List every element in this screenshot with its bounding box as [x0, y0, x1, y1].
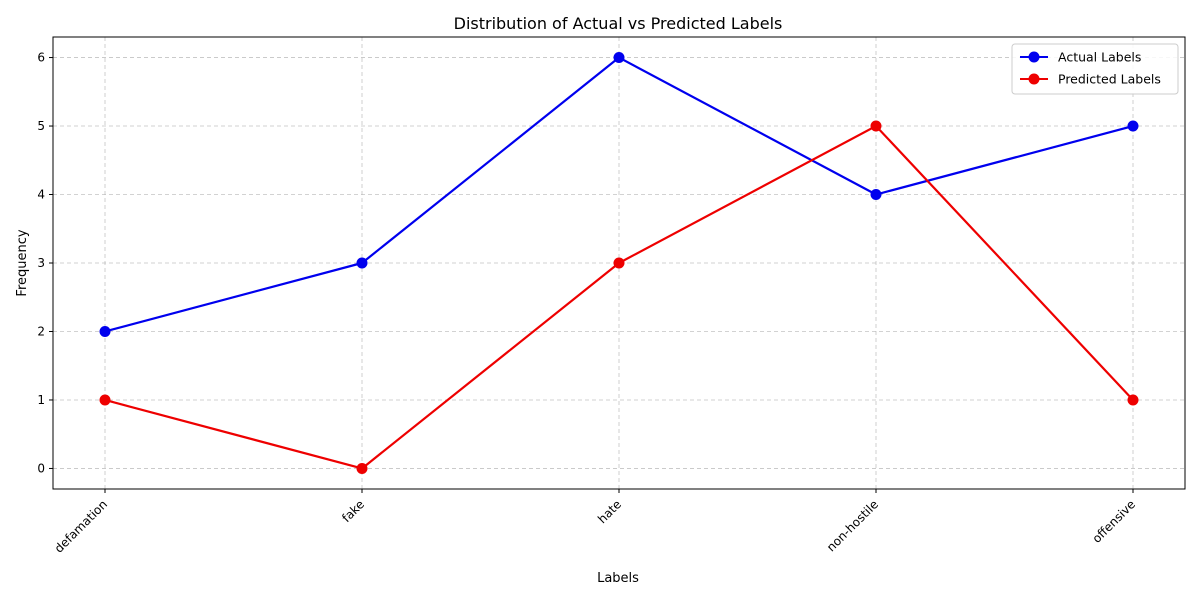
data-point-actual: [356, 257, 368, 269]
data-point-actual: [613, 52, 625, 64]
legend-box: [1011, 43, 1179, 95]
data-point-actual: [99, 325, 111, 337]
y-tick-label: 3: [37, 256, 45, 270]
data-point-predicted: [99, 394, 111, 406]
x-axis-label: Labels: [597, 571, 639, 586]
legend-entry-predicted: Predicted Labels: [1020, 72, 1161, 87]
legend: Actual Labels Predicted Labels: [1011, 43, 1179, 95]
y-tick-label: 1: [37, 393, 45, 407]
data-point-predicted: [870, 120, 882, 132]
chart-title: Distribution of Actual vs Predicted Labe…: [454, 14, 783, 33]
legend-entry-actual: Actual Labels: [1020, 50, 1141, 65]
legend-label-actual: Actual Labels: [1058, 50, 1141, 65]
y-tick-label: 6: [37, 51, 45, 65]
data-point-actual: [870, 189, 882, 201]
legend-label-predicted: Predicted Labels: [1058, 72, 1161, 87]
y-tick-label: 0: [37, 461, 45, 475]
series-layer: [99, 52, 1139, 474]
data-point-predicted: [613, 257, 625, 269]
y-tick-label: 5: [37, 119, 45, 133]
data-point-actual: [1127, 120, 1139, 132]
y-tick-label: 4: [37, 188, 45, 202]
data-point-predicted: [356, 462, 368, 474]
legend-marker-actual: [1028, 51, 1040, 63]
legend-marker-predicted: [1028, 73, 1040, 85]
y-axis-ticks: 0 1 2 3 4 5 6: [37, 51, 53, 475]
data-point-predicted: [1127, 394, 1139, 406]
y-axis-label: Frequency: [15, 229, 30, 296]
y-tick-label: 2: [37, 324, 45, 338]
